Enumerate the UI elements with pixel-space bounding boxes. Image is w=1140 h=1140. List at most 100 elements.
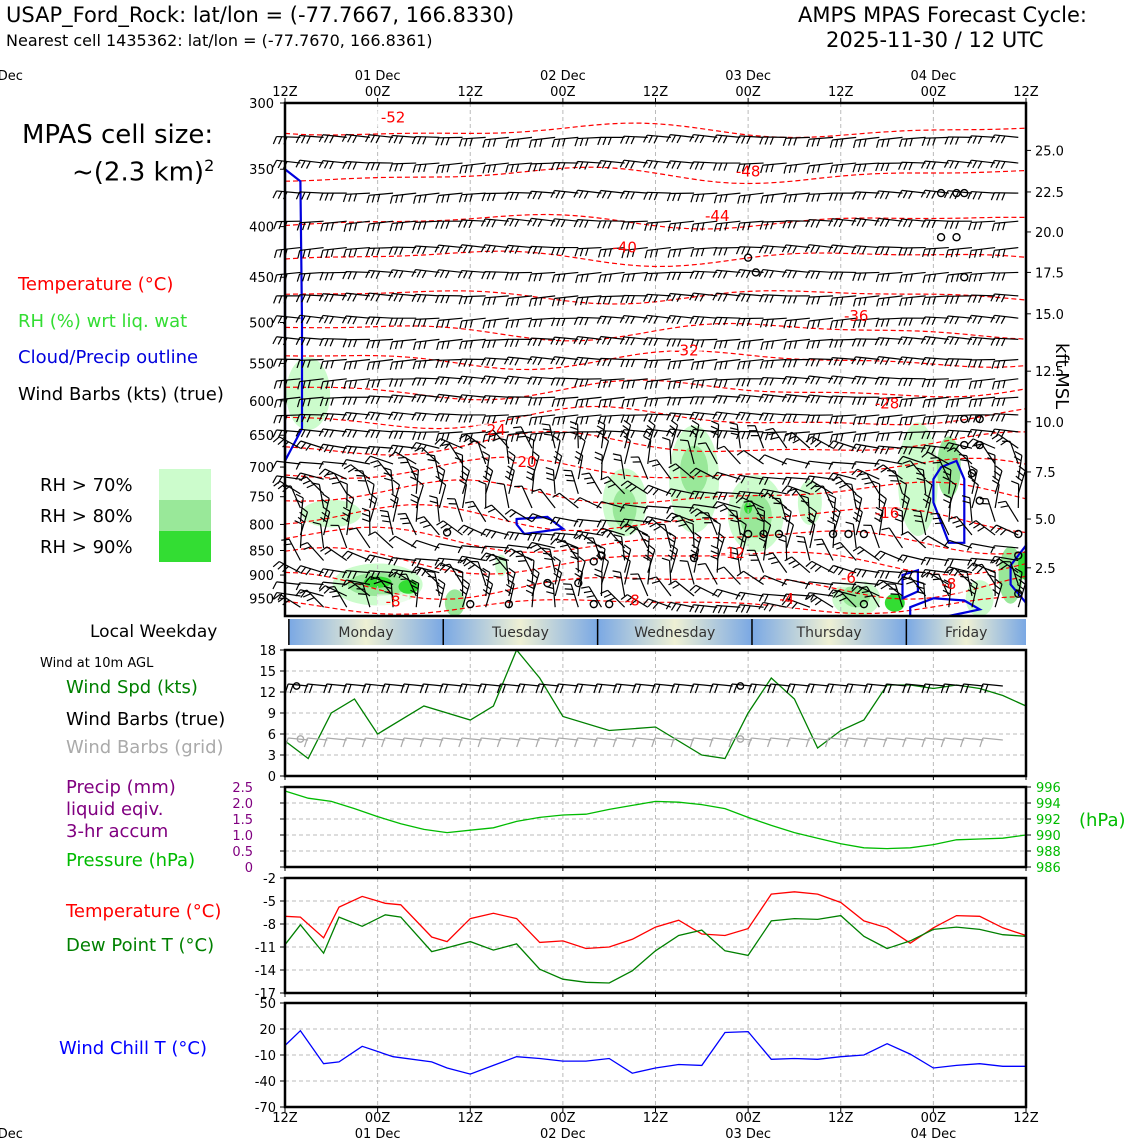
wind-barb-flag <box>788 319 792 328</box>
wind-barb-flag <box>348 361 352 370</box>
wind-barb-flag <box>583 337 589 346</box>
wind-barb-shaft <box>785 162 810 167</box>
wind-barb-shaft <box>670 246 695 251</box>
wind-barb-flag <box>879 337 885 346</box>
wind-barb-shaft <box>577 335 602 340</box>
legend-temperature: Temperature (°C) <box>18 274 174 295</box>
wind-barb-flag <box>863 138 867 147</box>
surface-barb-flag <box>598 684 603 694</box>
wind-barb-shaft <box>554 414 579 419</box>
wind-barb-flag <box>852 164 856 173</box>
wind-barb-flag <box>925 336 931 345</box>
wind-barb-shaft <box>392 430 417 433</box>
wind-barb <box>920 160 949 170</box>
wind-barb-shaft <box>369 554 394 562</box>
wind-barb-flag <box>625 359 630 368</box>
wind-barb-flag <box>581 472 590 476</box>
wind-barb-flag <box>906 580 915 585</box>
wind-barb-shaft <box>948 315 973 319</box>
wind-barb-flag <box>676 161 682 170</box>
wind-barb <box>784 431 811 449</box>
wind-barb <box>930 512 950 536</box>
wind-barb-flag <box>874 570 880 579</box>
wind-barb-flag <box>297 250 301 259</box>
wind-barb-flag <box>739 519 747 526</box>
wind-barb-shaft <box>785 244 810 249</box>
wind-barb <box>553 567 563 597</box>
surface-wind-barb-grid <box>477 737 502 748</box>
wind-barb <box>666 271 695 281</box>
wind-barb-flag <box>375 294 381 302</box>
wind-ytick-label: 3 <box>268 749 276 764</box>
wind-barb-flag <box>644 250 648 259</box>
wind-barb-flag <box>329 590 338 594</box>
wind-barb <box>920 335 949 346</box>
wind-barb <box>851 568 880 578</box>
wind-barb <box>366 479 375 509</box>
wind-barb-shaft <box>279 480 301 495</box>
wind-barb <box>897 455 926 465</box>
wind-barb-flag <box>419 520 428 524</box>
grid-barb-flag <box>786 737 791 748</box>
wind-barb <box>389 162 417 172</box>
temperature-contour-label: -8 <box>625 591 640 609</box>
wind-barb-shaft <box>832 461 857 465</box>
surface-wind-barb-true <box>381 683 405 694</box>
wind-barb <box>379 509 394 536</box>
wind-barb-flag <box>857 338 862 347</box>
temperature-line <box>284 891 1027 950</box>
wind-barb-flag <box>689 429 694 437</box>
wind-barb-flag <box>560 191 566 200</box>
wind-barb-flag <box>793 137 798 146</box>
wind-barb-flag <box>597 544 606 550</box>
wind-barb-flag <box>620 480 628 487</box>
temperature-label: Temperature (°C) <box>66 901 222 922</box>
wind-barb-shaft <box>687 561 695 585</box>
wind-barb-flag <box>791 602 798 609</box>
wind-barb-flag <box>946 447 955 452</box>
wind-barb <box>553 435 561 465</box>
wind-barb <box>979 497 996 522</box>
wind-barb-flag <box>445 295 450 304</box>
surface-wind-barb-true <box>959 683 984 694</box>
wind-barb-shaft <box>531 414 556 419</box>
wind-barb-flag <box>813 538 823 541</box>
wind-barb <box>805 594 834 608</box>
surface-wind-barb-true <box>419 683 444 694</box>
wind-barb <box>434 244 463 254</box>
wind-barb <box>1015 465 1026 495</box>
wind-barb-flag <box>296 414 301 423</box>
wind-barb-flag <box>484 504 492 510</box>
wind-barb-shaft <box>994 413 1019 416</box>
wind-barb-flag <box>969 584 977 590</box>
wind-barb-flag <box>347 397 352 405</box>
wind-barb-flag <box>916 477 925 482</box>
surface-wind-barb-grid <box>593 737 617 748</box>
wind-barb-shaft <box>300 565 324 574</box>
wind-barb-flag <box>553 455 561 462</box>
wind-barb <box>876 295 903 307</box>
wind-barb-flag <box>543 433 553 436</box>
wind-barb-shaft <box>924 246 949 250</box>
wind-barb-flag <box>863 163 867 172</box>
wind-barb-shaft <box>554 532 579 536</box>
wind-barb-flag <box>885 191 890 200</box>
wind-barb-shaft <box>484 375 509 380</box>
wind-barb-shaft <box>592 537 603 561</box>
wind-barb <box>434 376 463 386</box>
bottom-date-label: 05 Dec <box>0 1127 23 1140</box>
wind-barb-flag <box>671 413 676 421</box>
wind-barb <box>781 393 810 404</box>
wind-barb <box>597 414 625 425</box>
wind-barb-flag <box>482 320 486 329</box>
wind-barb <box>295 440 324 451</box>
wind-barb <box>482 136 509 148</box>
wind-barb-flag <box>925 445 931 454</box>
wind-barb-flag <box>793 359 798 368</box>
wind-barb-shaft <box>600 430 625 433</box>
cell-size-text: ~(2.3 km) <box>72 157 205 188</box>
wind-barb-flag <box>945 274 949 283</box>
surface-barb-flag <box>328 684 333 694</box>
wind-barb-flag <box>1016 583 1025 590</box>
wind-barb-shaft <box>485 470 494 495</box>
